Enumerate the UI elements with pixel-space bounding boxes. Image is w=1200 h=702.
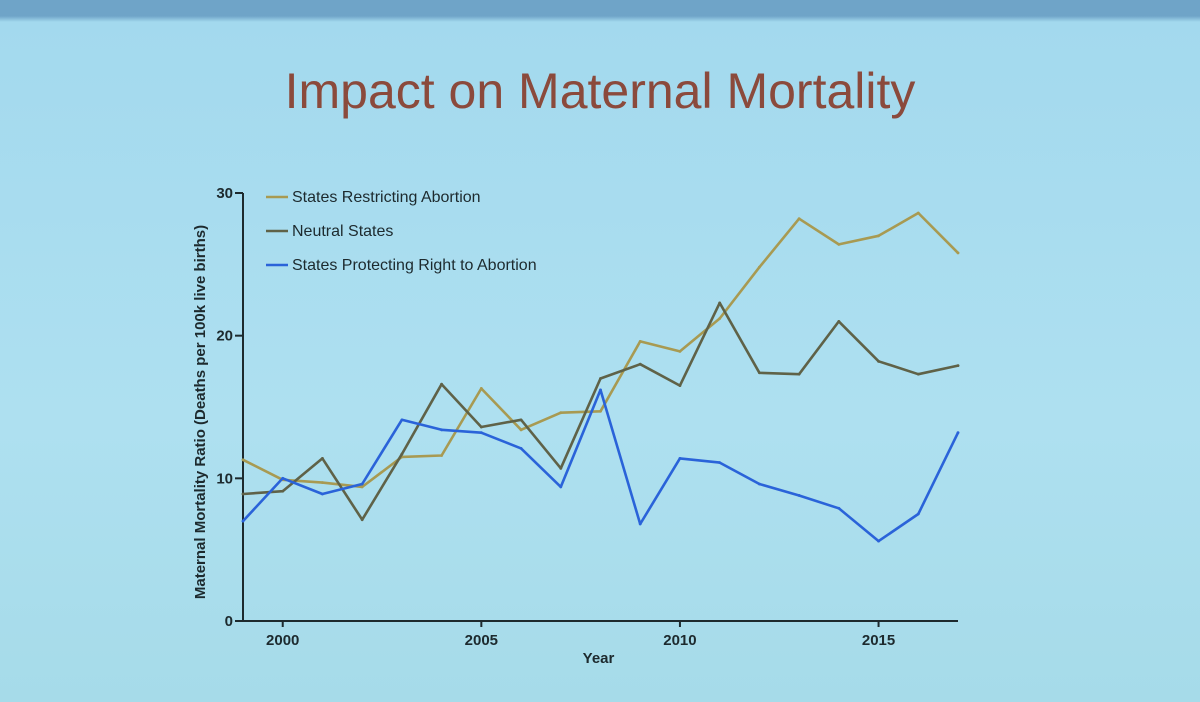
data-point xyxy=(360,485,364,489)
x-tick-label: 2015 xyxy=(862,632,895,649)
legend-label: Neutral States xyxy=(292,223,393,240)
chart-axes: 0 10 20 30 2000 2005 2010 2015 Year Maternal Mort… xyxy=(192,185,958,667)
data-point xyxy=(519,428,523,432)
data-point xyxy=(916,372,920,376)
data-point xyxy=(440,428,444,432)
data-point xyxy=(599,377,602,380)
data-point xyxy=(479,431,483,435)
data-point xyxy=(877,539,880,543)
data-point xyxy=(519,446,523,450)
data-point xyxy=(638,339,642,343)
data-point xyxy=(797,494,801,497)
data-point xyxy=(718,301,722,305)
slide-title: Impact on Maternal Mortality xyxy=(284,63,916,119)
x-tick-label: 2010 xyxy=(663,632,696,649)
data-point xyxy=(400,452,404,456)
data-point xyxy=(559,411,563,415)
data-point xyxy=(360,482,364,486)
data-point xyxy=(440,382,444,386)
data-point xyxy=(678,384,682,387)
data-point xyxy=(559,466,563,470)
legend-label: States Restricting Abortion xyxy=(292,189,481,206)
data-point xyxy=(559,485,563,489)
data-point xyxy=(479,387,483,390)
data-point xyxy=(440,454,444,457)
x-axis-title: Year xyxy=(583,650,615,667)
data-point xyxy=(757,265,761,269)
series-line xyxy=(241,211,960,489)
data-point xyxy=(281,476,285,480)
data-point xyxy=(837,242,841,246)
chart-legend: States Restricting Abortion Neutral State… xyxy=(266,189,537,274)
data-point xyxy=(837,320,841,323)
x-tick-label: 2000 xyxy=(266,632,299,649)
data-point xyxy=(241,492,245,496)
data-point xyxy=(638,522,642,526)
data-point xyxy=(241,519,245,523)
y-tick-label: 0 xyxy=(225,613,233,630)
data-point xyxy=(479,425,483,429)
data-point xyxy=(837,506,841,510)
data-point xyxy=(757,482,761,486)
data-point xyxy=(678,349,682,353)
data-point xyxy=(956,431,960,435)
data-point xyxy=(877,234,880,238)
y-tick-label: 30 xyxy=(216,185,233,202)
data-point xyxy=(599,388,602,392)
data-point xyxy=(281,489,285,493)
data-point xyxy=(916,211,920,215)
legend-label: States Protecting Right to Abortion xyxy=(292,257,537,274)
y-tick-label: 10 xyxy=(216,470,233,487)
data-point xyxy=(360,518,364,522)
y-tick-label: 20 xyxy=(216,328,233,345)
data-point xyxy=(956,364,960,368)
data-point xyxy=(877,359,880,363)
data-point xyxy=(519,418,523,422)
data-point xyxy=(797,217,801,221)
chart-series-lines xyxy=(241,211,960,543)
data-point xyxy=(321,492,324,496)
data-point xyxy=(797,372,801,376)
data-point xyxy=(956,251,960,255)
data-point xyxy=(400,418,404,422)
data-point xyxy=(916,512,920,516)
data-point xyxy=(321,456,324,460)
data-point xyxy=(678,456,682,460)
x-tick-label: 2005 xyxy=(465,632,498,649)
data-point xyxy=(321,481,324,485)
data-point xyxy=(638,362,642,366)
y-axis-title: Maternal Mortality Ratio (Deaths per 100… xyxy=(192,225,209,599)
data-point xyxy=(718,317,722,320)
data-point xyxy=(241,458,245,462)
data-point xyxy=(757,371,761,375)
data-point xyxy=(718,461,722,465)
data-point xyxy=(599,409,602,413)
